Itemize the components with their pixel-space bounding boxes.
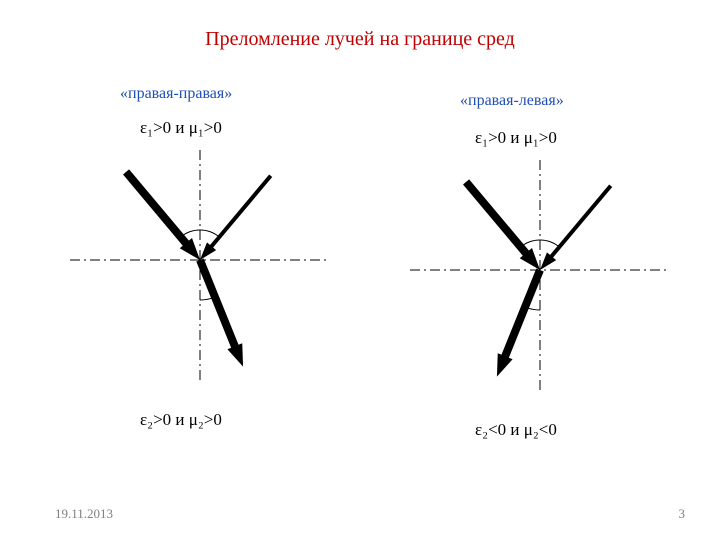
slide-title: Преломление лучей на границе сред bbox=[0, 28, 720, 51]
left-subtitle: «правая-правая» bbox=[120, 85, 232, 103]
left-bottom-formula: ε₂>0 и μ₂>0 bbox=[140, 410, 222, 430]
refraction-diagram-right bbox=[410, 150, 670, 410]
right-subtitle: «правая-левая» bbox=[460, 92, 564, 110]
right-top-formula: ε₁>0 и μ₁>0 bbox=[475, 128, 557, 148]
footer-date: 19.11.2013 bbox=[55, 506, 113, 522]
left-top-formula: ε₁>0 и μ₁>0 bbox=[140, 118, 222, 138]
right-bottom-formula: ε₂<0 и μ₂<0 bbox=[475, 420, 557, 440]
footer-page-number: 3 bbox=[679, 506, 686, 522]
refraction-diagram-left bbox=[70, 140, 330, 400]
